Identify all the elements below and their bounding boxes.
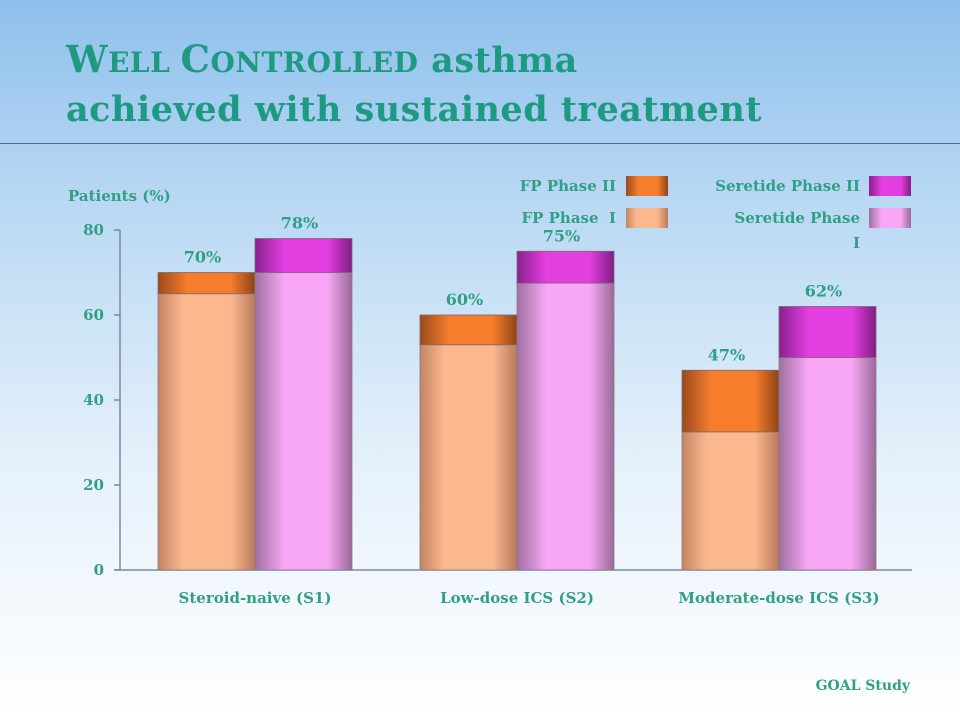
y-tick-label: 80 xyxy=(83,221,104,239)
y-tick-label: 40 xyxy=(83,391,104,409)
bar-fp-phase-i xyxy=(681,431,780,571)
title-small-caps-ontrolled: ONTROLLED xyxy=(210,46,419,79)
legend-label-fp-phase-ii: FP Phase II xyxy=(520,177,616,195)
bar-seretide-phase-ii xyxy=(516,250,615,284)
title-divider xyxy=(0,143,960,144)
legend-swatch-seretide-phase-ii xyxy=(869,176,911,196)
title-initial-w: W xyxy=(66,37,109,81)
legend: FP Phase II Seretide Phase II FP Phase I… xyxy=(520,176,911,252)
title-word-asthma: asthma xyxy=(418,40,578,81)
bar-fp-phase-i xyxy=(157,293,256,571)
data-label-seretide: 75% xyxy=(543,226,580,245)
legend-label-fp-phase-i: FP Phase I xyxy=(521,209,616,227)
source-footnote: GOAL Study xyxy=(815,678,910,694)
bar-fp-phase-ii xyxy=(157,272,256,295)
y-tick-label: 0 xyxy=(94,561,104,579)
value-labels: 70% 78% 60% 75% 47% 62% xyxy=(184,214,842,365)
title-line-2: achieved with sustained treatment xyxy=(66,89,762,130)
y-tick-label: 20 xyxy=(83,476,104,494)
legend-label-seretide-phase-i-line2: I xyxy=(853,234,860,252)
x-category-label: Moderate-dose ICS (S3) xyxy=(678,589,879,607)
x-category-label: Steroid-naive (S1) xyxy=(179,589,332,607)
category-labels: Steroid-naive (S1) Low-dose ICS (S2) Moder… xyxy=(179,589,880,607)
bar-seretide-phase-i xyxy=(254,272,353,571)
y-tick-label: 60 xyxy=(83,306,104,324)
bar-fp-phase-ii xyxy=(419,314,518,346)
data-label-seretide: 62% xyxy=(805,282,842,301)
data-label-fp: 47% xyxy=(708,345,745,364)
x-category-label: Low-dose ICS (S2) xyxy=(440,589,594,607)
slide-title: WELL CONTROLLED asthma achieved with sust… xyxy=(66,36,762,133)
legend-swatch-seretide-phase-i xyxy=(869,208,911,228)
y-axis-label: Patients (%) xyxy=(68,187,171,205)
bar-seretide-phase-i xyxy=(516,282,615,571)
bar-fp-phase-ii xyxy=(681,369,780,433)
bar-fp-phase-i xyxy=(419,344,518,571)
data-label-fp: 60% xyxy=(446,290,483,309)
bar-seretide-phase-i xyxy=(778,357,877,571)
title-initial-c: C xyxy=(180,37,211,81)
data-label-seretide: 78% xyxy=(281,214,318,233)
bar-seretide-phase-ii xyxy=(254,238,353,273)
data-label-fp: 70% xyxy=(184,248,221,267)
legend-label-seretide-phase-i: Seretide Phase xyxy=(734,209,860,227)
legend-label-seretide-phase-ii: Seretide Phase II xyxy=(715,177,860,195)
bars xyxy=(157,238,877,571)
legend-swatch-fp-phase-ii xyxy=(626,176,668,196)
bar-seretide-phase-ii xyxy=(778,306,877,358)
title-small-caps-ell: ELL xyxy=(108,46,181,79)
legend-swatch-fp-phase-i xyxy=(626,208,668,228)
